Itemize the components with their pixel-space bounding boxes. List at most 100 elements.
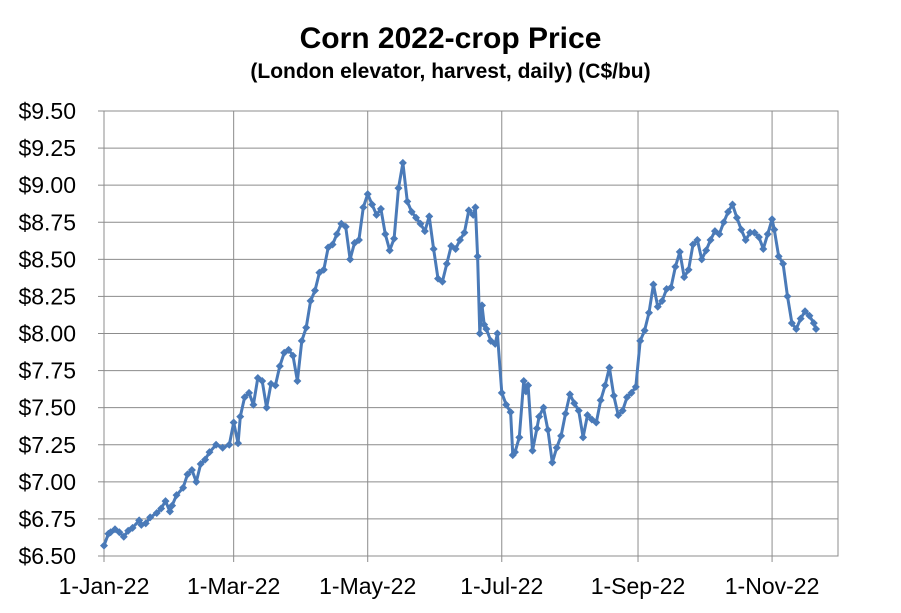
data-point <box>680 273 689 282</box>
data-point <box>416 219 425 228</box>
data-point <box>623 393 632 402</box>
y-tick-label: $6.50 <box>18 543 76 569</box>
data-point <box>724 207 733 216</box>
data-point <box>319 265 328 274</box>
data-point <box>506 408 515 417</box>
data-point <box>469 210 478 219</box>
data-point <box>515 433 524 442</box>
data-point <box>187 465 196 474</box>
data-point <box>157 504 166 513</box>
data-point <box>218 443 227 452</box>
data-point <box>394 184 403 193</box>
data-point <box>473 252 482 261</box>
x-tick-label: 1-Sep-22 <box>591 573 686 599</box>
data-point <box>412 213 421 222</box>
data-point <box>524 381 533 390</box>
data-point <box>245 388 254 397</box>
data-point <box>779 259 788 268</box>
data-point <box>715 230 724 239</box>
data-point <box>376 204 385 213</box>
data-point <box>306 296 315 305</box>
data-point <box>787 319 796 328</box>
data-point <box>464 206 473 215</box>
data-point <box>346 255 355 264</box>
y-tick-label: $7.75 <box>18 358 76 384</box>
data-point <box>460 228 469 237</box>
y-tick-label: $8.25 <box>18 283 76 309</box>
data-point <box>403 197 412 206</box>
x-tick-label: 1-Nov-22 <box>725 573 820 599</box>
data-point <box>368 200 377 209</box>
data-point <box>609 391 618 400</box>
data-point <box>809 319 818 328</box>
y-tick-label: $8.50 <box>18 246 76 272</box>
data-point <box>442 259 451 268</box>
data-point <box>548 458 557 467</box>
data-point <box>552 443 561 452</box>
data-point <box>640 326 649 335</box>
data-point <box>645 308 654 317</box>
data-point <box>288 351 297 360</box>
data-point <box>196 460 205 469</box>
data-point <box>205 448 214 457</box>
data-point <box>732 213 741 222</box>
data-point <box>763 230 772 239</box>
data-point <box>354 236 363 245</box>
data-point <box>359 203 368 212</box>
data-point <box>702 246 711 255</box>
data-point <box>649 280 658 289</box>
x-tick-label: 1-May-22 <box>319 573 416 599</box>
data-point <box>284 345 293 354</box>
data-point <box>502 400 511 409</box>
data-point <box>179 483 188 492</box>
data-point <box>229 418 238 427</box>
data-point <box>697 255 706 264</box>
data-point <box>693 236 702 245</box>
data-point <box>627 388 636 397</box>
data-point <box>535 412 544 421</box>
data-point <box>451 244 460 253</box>
y-tick-label: $9.50 <box>18 98 76 124</box>
data-point <box>737 225 746 234</box>
y-tick-label: $9.00 <box>18 172 76 198</box>
y-tick-label: $6.75 <box>18 506 76 532</box>
data-point <box>614 411 623 420</box>
data-point <box>792 325 801 334</box>
data-point <box>519 376 528 385</box>
data-point <box>805 311 814 320</box>
y-tick-label: $7.50 <box>18 395 76 421</box>
data-point <box>477 301 486 310</box>
data-point <box>497 388 506 397</box>
data-point <box>796 314 805 323</box>
data-point <box>234 439 243 448</box>
data-point <box>570 399 579 408</box>
data-point <box>398 158 407 167</box>
data-point <box>192 477 201 486</box>
plot-frame <box>103 110 839 557</box>
data-point <box>471 203 480 212</box>
data-point <box>249 400 258 409</box>
data-point <box>225 440 234 449</box>
data-point <box>165 507 174 516</box>
data-point <box>539 403 548 412</box>
data-point <box>128 523 137 532</box>
data-point <box>475 329 484 338</box>
data-point <box>605 363 614 372</box>
data-point <box>161 497 170 506</box>
data-point <box>271 381 280 390</box>
data-point <box>666 283 675 292</box>
data-point <box>240 393 249 402</box>
data-point <box>372 210 381 219</box>
data-point <box>768 215 777 224</box>
data-point <box>746 228 755 237</box>
data-point <box>119 532 128 541</box>
data-point <box>172 491 181 500</box>
data-point <box>275 362 284 371</box>
data-point <box>754 233 763 242</box>
data-point <box>482 325 491 334</box>
data-point <box>183 470 192 479</box>
x-tick-label: 1-Jul-22 <box>460 573 543 599</box>
data-point <box>750 228 759 237</box>
data-point <box>557 431 566 440</box>
